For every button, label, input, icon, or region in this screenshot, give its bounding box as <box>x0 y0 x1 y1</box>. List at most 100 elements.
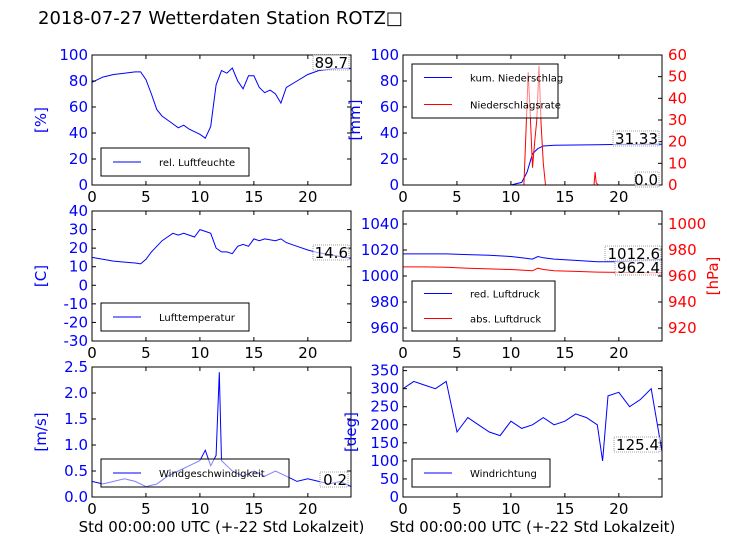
y-tick-label: 980 <box>370 293 399 311</box>
y-tick-label: 1020 <box>361 241 399 259</box>
axes-frame <box>91 366 352 498</box>
y2-tick-label: 920 <box>668 319 697 337</box>
y2-tick-label: 50 <box>668 68 687 86</box>
x-tick-label: 10 <box>501 500 520 518</box>
legend-box <box>411 63 559 119</box>
legend-label: Windrichtung <box>470 469 537 480</box>
axes-frame <box>402 366 663 498</box>
x-tick-label: 0 <box>398 500 408 518</box>
x-tick-label: 0 <box>87 500 97 518</box>
y-axis-label: [deg] <box>342 412 360 452</box>
y-axis-label: [mm] <box>346 100 364 141</box>
x-tick-label: 0 <box>87 344 97 362</box>
y-tick-label: -30 <box>64 332 89 350</box>
subplot-1: 0 5 10 15 20 0 20 40 60 80 100 [%] rel. Luftfeuchte 8… <box>32 46 352 206</box>
y-tick-label: 50 <box>380 470 399 488</box>
y2-tick-label: 0 <box>668 176 678 194</box>
y-tick-label: 0 <box>78 276 88 294</box>
y2-tick-label: 1000 <box>668 215 706 233</box>
y-tick-label: 350 <box>370 362 399 380</box>
chart-title: 2018-07-27 Wetterdaten Station ROTZ□ <box>38 8 403 29</box>
y-tick-label: 960 <box>370 319 399 337</box>
y-tick-label: 40 <box>69 202 88 220</box>
x-tick-label: 0 <box>398 188 408 206</box>
axes-frame <box>91 54 352 186</box>
y-axis-label: [C] <box>32 265 50 287</box>
x-tick-label: 20 <box>298 500 317 518</box>
annotation-box <box>312 54 350 71</box>
y-tick-label: 20 <box>69 150 88 168</box>
y-tick-label: 1000 <box>361 267 399 285</box>
y-tick-label: 30 <box>69 221 88 239</box>
annotation-box <box>312 244 350 261</box>
legend-label: Lufttemperatur <box>159 313 236 324</box>
y-tick-label: 60 <box>69 98 88 116</box>
y-tick-label: 2.5 <box>64 358 88 376</box>
x-axis-label: Std 00:00:00 UTC (+-22 Std Lokalzeit) <box>79 518 365 536</box>
y-tick-label: 2.0 <box>64 384 88 402</box>
legend-label: rel. Luftfeuchte <box>159 158 235 169</box>
x-tick-label: 20 <box>609 500 628 518</box>
legend-label: kum. Niederschlag <box>470 74 563 85</box>
x-tick-label: 5 <box>141 188 151 206</box>
y-tick-label: 300 <box>370 380 399 398</box>
annotation-box <box>319 471 349 488</box>
legend-label: abs. Luftdruck <box>470 315 541 326</box>
annotation-box <box>613 436 661 453</box>
x-tick-label: 10 <box>190 344 209 362</box>
annotation-value: 0.0 <box>634 171 658 189</box>
y-tick-label: 80 <box>69 72 88 90</box>
y-tick-label: 1040 <box>361 215 399 233</box>
annotation-value: 89.7 <box>315 54 348 72</box>
y-tick-label: 80 <box>380 72 399 90</box>
y-tick-label: 150 <box>370 434 399 452</box>
annotation-value: 14.6 <box>315 244 348 262</box>
y2-tick-label: 980 <box>668 241 697 259</box>
subplot-2: 0 5 10 15 20 0 20 40 60 80 100 0 10 20 30 40 50 60 [mm] kum… <box>346 46 687 206</box>
annotation-box <box>614 259 662 276</box>
annotation-value: 962.4 <box>617 259 660 277</box>
x-tick-label: 20 <box>298 188 317 206</box>
x-tick-label: 10 <box>501 188 520 206</box>
legend-label: Windgeschwindigkeit <box>159 469 265 480</box>
y-tick-label: 200 <box>370 416 399 434</box>
x-tick-label: 5 <box>452 344 462 362</box>
y-tick-label: 1.5 <box>64 410 88 428</box>
y-tick-label: 40 <box>380 124 399 142</box>
y-tick-label: 0 <box>78 176 88 194</box>
x-tick-label: 10 <box>190 188 209 206</box>
annotation-value: 1012.6 <box>608 245 661 263</box>
y-axis-label: [%] <box>32 107 50 133</box>
y-tick-label: 100 <box>370 452 399 470</box>
subplot-4: 0 5 10 15 20 960 980 1000 1020 1040 920 940 960 980 10… <box>361 210 722 362</box>
x-tick-label: 15 <box>555 188 574 206</box>
y-tick-label: 0 <box>389 488 399 506</box>
subplot-5: 0 5 10 15 20 0.0 0.5 1.0 1.5 2.0 2.5 [m/s] Std 00:00… <box>32 358 364 536</box>
x-tick-label: 0 <box>398 344 408 362</box>
y2-tick-label: 10 <box>668 154 687 172</box>
x-tick-label: 10 <box>501 344 520 362</box>
y2-tick-label: 30 <box>668 111 687 129</box>
subplot-3: 0 5 10 15 20-30-20-10010203040[C]Lufttempera… <box>32 202 352 362</box>
y-tick-label: -10 <box>64 295 89 313</box>
y-tick-label: 0.0 <box>64 488 88 506</box>
x-tick-label: 10 <box>190 500 209 518</box>
legend-label: red. Luftdruck <box>470 290 540 301</box>
legend-label: Niederschlagsrate <box>470 101 561 112</box>
annotation-box <box>612 130 660 147</box>
axes-frame <box>91 210 352 342</box>
y-tick-label: 60 <box>380 98 399 116</box>
legend-box <box>411 280 556 332</box>
series-line-1 <box>403 380 662 461</box>
y-tick-label: 10 <box>69 258 88 276</box>
y-tick-label: 40 <box>69 124 88 142</box>
annotation-value: 0.2 <box>323 471 347 489</box>
x-tick-label: 15 <box>244 500 263 518</box>
y-tick-label: 100 <box>370 46 399 64</box>
x-tick-label: 5 <box>452 188 462 206</box>
x-tick-label: 15 <box>555 344 574 362</box>
series-line-2 <box>403 266 662 274</box>
annotation-value: 31.33 <box>615 130 658 148</box>
